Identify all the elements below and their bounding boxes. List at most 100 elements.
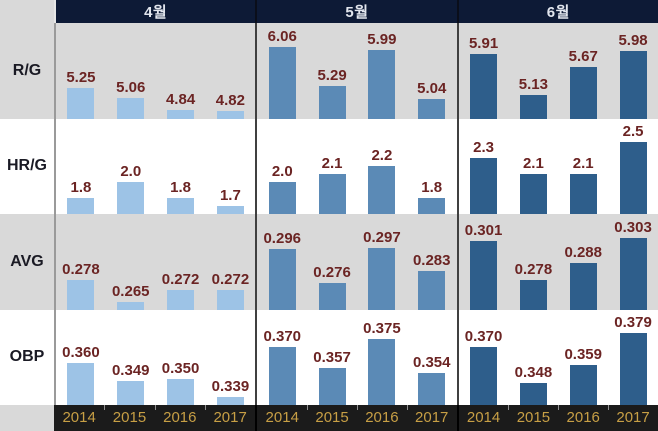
bar-value-label: 0.265 xyxy=(111,282,150,300)
bar-value-label: 0.370 xyxy=(464,328,503,346)
chart-panel-avg-april: 0.278 0.265 0.272 0.272 xyxy=(54,214,256,310)
axis-corner xyxy=(0,405,54,431)
bar-value-label: 2.2 xyxy=(371,147,393,164)
year-label: 2015 xyxy=(315,409,349,426)
chart-panel-hrg-june: 2.3 2.1 2.1 2.5 xyxy=(456,118,658,214)
row-label-avg: AVG xyxy=(0,214,54,310)
bar-slot: 4.82 xyxy=(205,23,255,119)
bar-value-label: 0.359 xyxy=(564,346,602,363)
bar-slot: 1.8 xyxy=(56,119,106,214)
bar-value-label: 5.29 xyxy=(317,67,347,85)
bar-slot: 0.370 xyxy=(257,310,307,405)
bar xyxy=(216,110,244,119)
bar-slot: 2.0 xyxy=(257,119,307,214)
bar xyxy=(519,94,547,119)
row-label-hrg: HR/G xyxy=(0,118,54,214)
bar xyxy=(67,88,95,119)
bar-value-label: 0.370 xyxy=(263,328,302,346)
bar-slot: 0.272 xyxy=(205,214,255,310)
chart-panel-obp-june: 0.370 0.348 0.359 0.379 xyxy=(456,309,658,405)
bar xyxy=(519,279,547,310)
chart-panel-obp-april: 0.360 0.349 0.350 0.339 xyxy=(54,309,256,405)
bar xyxy=(418,99,446,119)
bar-slot: 5.04 xyxy=(407,23,457,119)
bar xyxy=(569,365,597,405)
bar-slot: 0.339 xyxy=(205,310,255,405)
bar-slot: 0.296 xyxy=(257,214,307,310)
bar xyxy=(67,198,95,214)
chart-panel-hrg-april: 1.8 2.0 1.8 1.7 xyxy=(54,118,256,214)
bar-slot: 0.379 xyxy=(608,310,658,405)
bar-value-label: 5.04 xyxy=(417,80,447,98)
bar-slot: 1.8 xyxy=(407,119,457,214)
bar xyxy=(216,397,244,405)
bar xyxy=(368,166,396,214)
bar xyxy=(619,50,647,119)
bar-value-label: 5.99 xyxy=(367,31,397,49)
bar xyxy=(216,206,244,214)
bar-value-label: 2.0 xyxy=(120,163,142,180)
bar-slot: 0.354 xyxy=(407,310,457,405)
bar-value-label: 1.8 xyxy=(421,179,443,196)
bar-value-label: 0.276 xyxy=(313,264,351,281)
year-label: 2016 xyxy=(566,409,600,426)
bar xyxy=(619,142,647,214)
bar-value-label: 0.350 xyxy=(161,360,200,378)
bar xyxy=(519,174,547,214)
bar-slot: 0.301 xyxy=(459,214,509,310)
bar-slot: 2.1 xyxy=(307,119,357,214)
axis-tick xyxy=(307,405,309,410)
year-label: 2017 xyxy=(415,409,449,426)
bar-slot: 2.5 xyxy=(608,119,658,214)
bar-slot: 4.84 xyxy=(156,23,206,119)
bar-value-label: 0.339 xyxy=(211,378,250,395)
bar-slot: 0.349 xyxy=(106,310,156,405)
bar-slot: 5.98 xyxy=(608,23,658,119)
bar-value-label: 4.84 xyxy=(165,90,196,108)
bar-value-label: 0.297 xyxy=(363,228,401,246)
bar-value-label: 2.5 xyxy=(622,123,644,140)
bar-value-label: 0.348 xyxy=(514,363,553,381)
bar xyxy=(67,279,95,310)
bar xyxy=(368,50,396,119)
chart-panel-rg-may: 6.06 5.29 5.99 5.04 xyxy=(255,23,457,119)
bar-value-label: 0.375 xyxy=(363,320,401,338)
year-label: 2016 xyxy=(365,409,399,426)
bar-slot: 5.99 xyxy=(357,23,407,119)
bar-value-label: 0.303 xyxy=(614,218,652,236)
bar-slot: 1.7 xyxy=(205,119,255,214)
bar-value-label: 0.360 xyxy=(62,344,100,362)
bar-value-label: 0.301 xyxy=(464,221,503,239)
axis-tick xyxy=(558,405,560,410)
bar-slot: 5.13 xyxy=(508,23,558,119)
bar-value-label: 5.67 xyxy=(568,47,598,65)
bar-value-label: 1.8 xyxy=(70,179,92,196)
bar-value-label: 1.8 xyxy=(170,179,191,196)
month-header-may: 5월 xyxy=(255,0,457,23)
chart-panel-avg-may: 0.296 0.276 0.297 0.283 xyxy=(255,214,457,310)
bar xyxy=(167,379,195,405)
bar-value-label: 0.272 xyxy=(211,270,250,288)
bar xyxy=(268,182,296,214)
bar-value-label: 2.1 xyxy=(572,155,594,172)
bar xyxy=(117,182,145,214)
axis-tick xyxy=(154,405,156,410)
bar xyxy=(470,347,498,405)
axis-tick xyxy=(104,405,106,410)
bar-slot: 0.370 xyxy=(459,310,509,405)
year-label: 2014 xyxy=(466,409,501,426)
bar xyxy=(368,247,396,310)
year-label: 2014 xyxy=(265,409,299,426)
bar-value-label: 0.288 xyxy=(564,243,602,261)
bar-slot: 0.288 xyxy=(558,214,608,310)
bar-slot: 6.06 xyxy=(257,23,307,119)
bar-value-label: 0.357 xyxy=(313,349,351,367)
bar-value-label: 0.354 xyxy=(412,354,451,371)
year-label: 2016 xyxy=(163,409,197,426)
bar-value-label: 5.98 xyxy=(618,31,648,49)
bar xyxy=(268,249,296,310)
bar-value-label: 0.379 xyxy=(614,314,652,331)
bar-slot: 5.25 xyxy=(56,23,106,119)
bar-value-label: 1.7 xyxy=(219,187,241,204)
bar-value-label: 5.13 xyxy=(518,75,548,93)
